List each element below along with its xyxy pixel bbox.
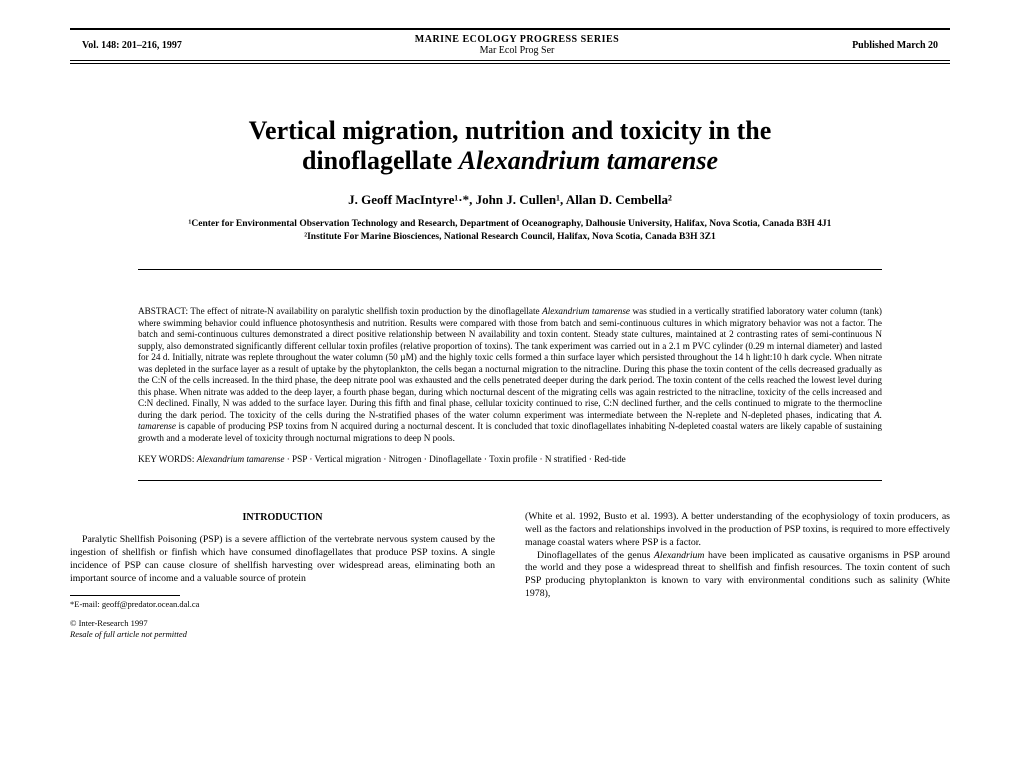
abstract-sp1: Alexandrium tamarense	[542, 306, 630, 316]
kw-label: KEY WORDS:	[138, 454, 197, 464]
journal-center: MARINE ECOLOGY PROGRESS SERIES Mar Ecol …	[182, 34, 852, 56]
intro-heading: INTRODUCTION	[70, 511, 495, 524]
authors: J. Geoff MacIntyre¹·*, John J. Cullen¹, …	[70, 192, 950, 208]
keywords-rule	[138, 480, 882, 481]
col2-p2: Dinoflagellates of the genus Alexandrium…	[525, 550, 950, 601]
affiliations: ¹Center for Environmental Observation Te…	[70, 218, 950, 244]
abstract-rule-wrap	[138, 269, 882, 270]
kw-species: Alexandrium tamarense	[197, 454, 285, 464]
keywords: KEY WORDS: Alexandrium tamarense · PSP ·…	[138, 454, 882, 466]
header-rule-1	[70, 60, 950, 61]
copyright-line2: Resale of full article not permitted	[70, 629, 187, 639]
copyright: © Inter-Research 1997 Resale of full art…	[70, 618, 495, 640]
abstract-t3: is capable of producing PSP toxins from …	[138, 421, 882, 443]
title-line1: Vertical migration, nutrition and toxici…	[249, 116, 772, 145]
abstract-t1: The effect of nitrate-N availability on …	[190, 306, 542, 316]
abstract-label: ABSTRACT:	[138, 306, 190, 316]
journal-header: Vol. 148: 201–216, 1997 MARINE ECOLOGY P…	[70, 30, 950, 60]
abstract: ABSTRACT: The effect of nitrate-N availa…	[138, 306, 882, 444]
journal-name: MARINE ECOLOGY PROGRESS SERIES	[182, 34, 852, 45]
title-line2-pre: dinoflagellate	[302, 146, 459, 175]
left-column: INTRODUCTION Paralytic Shellfish Poisoni…	[70, 511, 495, 640]
footnote-rule	[70, 595, 180, 596]
affil-1: ¹Center for Environmental Observation Te…	[70, 218, 950, 231]
affil-2: ²Institute For Marine Biosciences, Natio…	[70, 231, 950, 244]
journal-abbrev: Mar Ecol Prog Ser	[182, 45, 852, 56]
col2-p1: (White et al. 1992, Busto et al. 1993). …	[525, 511, 950, 549]
volume-info: Vol. 148: 201–216, 1997	[82, 40, 182, 51]
header-rule-2	[70, 63, 950, 64]
footnote-email: *E-mail: geoff@predator.ocean.dal.ca	[70, 599, 495, 610]
abstract-top-rule	[138, 269, 882, 270]
title-species: Alexandrium tamarense	[459, 146, 718, 175]
title-block: Vertical migration, nutrition and toxici…	[70, 116, 950, 243]
body-columns: INTRODUCTION Paralytic Shellfish Poisoni…	[70, 511, 950, 640]
abstract-t2: was studied in a vertically stratified l…	[138, 306, 882, 420]
col2-p2a: Dinoflagellates of the genus	[537, 550, 654, 561]
article-title: Vertical migration, nutrition and toxici…	[70, 116, 950, 176]
col2-p2sp: Alexandrium	[654, 550, 705, 561]
pub-date: Published March 20	[852, 40, 938, 51]
copyright-line1: © Inter-Research 1997	[70, 618, 148, 628]
intro-p1: Paralytic Shellfish Poisoning (PSP) is a…	[70, 534, 495, 585]
kw-rest: · PSP · Vertical migration · Nitrogen · …	[284, 454, 625, 464]
right-column: (White et al. 1992, Busto et al. 1993). …	[525, 511, 950, 640]
